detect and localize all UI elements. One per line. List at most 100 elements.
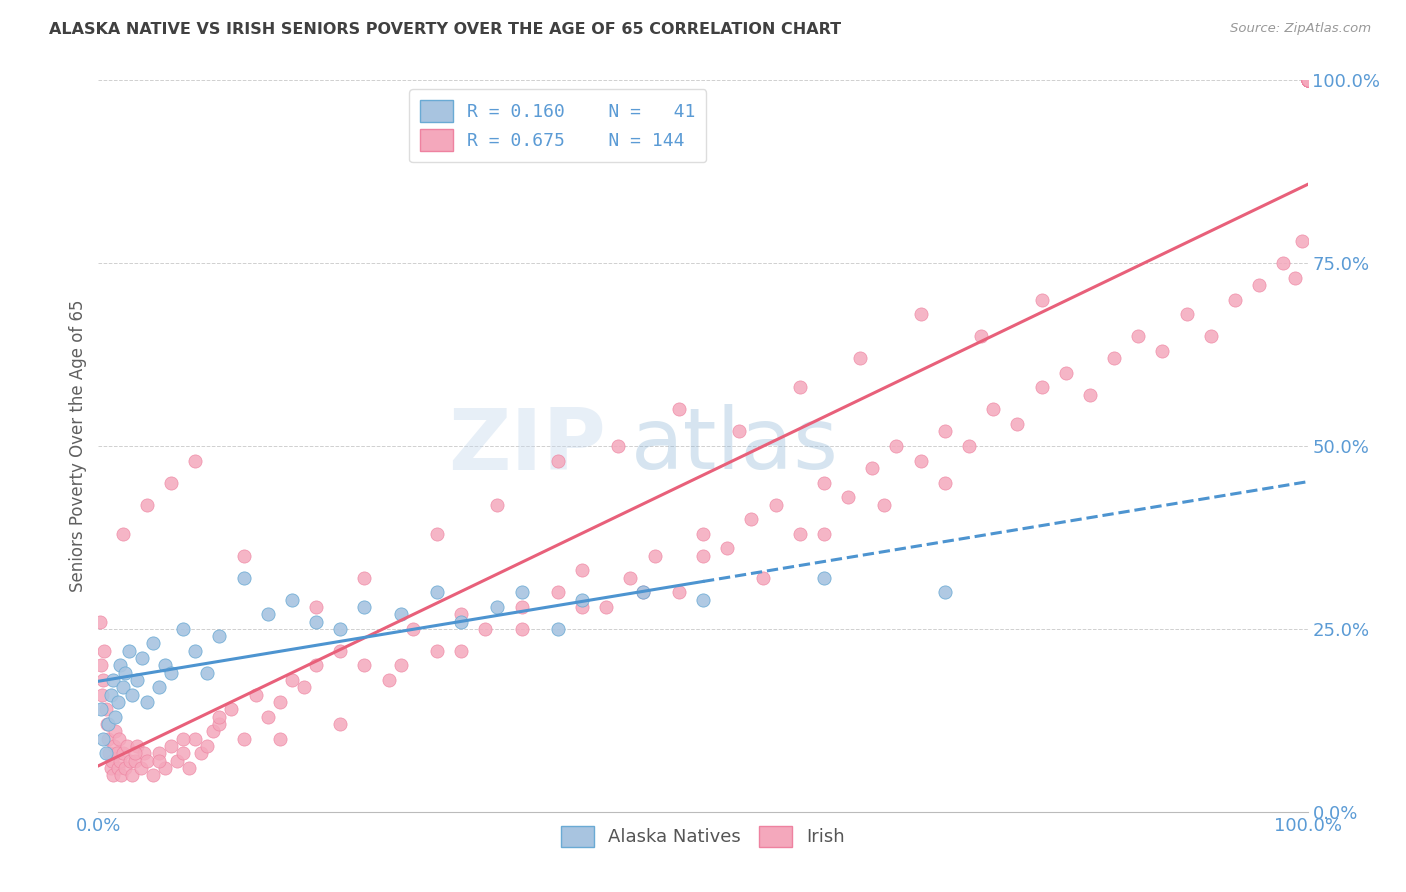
Point xyxy=(129,761,152,775)
Point xyxy=(114,761,136,775)
Point xyxy=(1152,343,1174,358)
Point xyxy=(1102,351,1125,366)
Y-axis label: Seniors Poverty Over the Age of 65: Seniors Poverty Over the Age of 65 xyxy=(69,300,87,592)
Point xyxy=(910,453,932,467)
Point xyxy=(131,651,153,665)
Point xyxy=(190,746,212,760)
Point xyxy=(607,439,630,453)
Text: ALASKA NATIVE VS IRISH SENIORS POVERTY OVER THE AGE OF 65 CORRELATION CHART: ALASKA NATIVE VS IRISH SENIORS POVERTY O… xyxy=(49,22,841,37)
Point xyxy=(108,658,131,673)
Point xyxy=(547,453,569,467)
Point xyxy=(595,599,617,614)
Point xyxy=(1296,73,1319,87)
Point xyxy=(101,768,124,782)
Point xyxy=(1296,73,1319,87)
Point xyxy=(934,475,956,490)
Point xyxy=(813,526,835,541)
Text: Source: ZipAtlas.com: Source: ZipAtlas.com xyxy=(1230,22,1371,36)
Point xyxy=(474,622,496,636)
Point xyxy=(389,658,412,673)
Point xyxy=(1296,73,1319,87)
Point xyxy=(108,731,131,746)
Point xyxy=(1175,307,1198,321)
Point xyxy=(728,425,751,439)
Point xyxy=(644,549,666,563)
Point xyxy=(148,681,170,695)
Point xyxy=(426,526,449,541)
Point xyxy=(1296,73,1319,87)
Point xyxy=(571,592,593,607)
Point xyxy=(1249,278,1271,293)
Point xyxy=(510,585,533,599)
Point xyxy=(450,615,472,629)
Point xyxy=(1296,73,1319,87)
Point xyxy=(114,665,136,680)
Point xyxy=(329,622,352,636)
Point xyxy=(111,681,134,695)
Point xyxy=(547,622,569,636)
Point xyxy=(142,768,165,782)
Point xyxy=(111,746,134,760)
Point xyxy=(1296,73,1319,87)
Point xyxy=(111,526,134,541)
Point xyxy=(100,761,122,775)
Point xyxy=(329,644,352,658)
Point xyxy=(232,731,254,746)
Point xyxy=(184,731,207,746)
Point xyxy=(873,498,896,512)
Point xyxy=(1284,270,1306,285)
Point xyxy=(957,439,980,453)
Point xyxy=(135,695,157,709)
Point xyxy=(135,498,157,512)
Point xyxy=(486,498,509,512)
Point xyxy=(305,615,328,629)
Point xyxy=(1296,73,1319,87)
Point xyxy=(269,695,291,709)
Point xyxy=(97,717,120,731)
Point xyxy=(389,607,412,622)
Point xyxy=(571,599,593,614)
Point xyxy=(1296,73,1319,87)
Point xyxy=(96,717,118,731)
Point xyxy=(245,688,267,702)
Point xyxy=(1199,329,1222,343)
Point xyxy=(117,739,139,753)
Point xyxy=(849,351,872,366)
Point xyxy=(269,731,291,746)
Point xyxy=(142,636,165,650)
Legend: Alaska Natives, Irish: Alaska Natives, Irish xyxy=(554,819,852,854)
Point xyxy=(281,673,304,687)
Point xyxy=(1296,73,1319,87)
Point xyxy=(118,644,141,658)
Point xyxy=(118,754,141,768)
Point xyxy=(377,673,399,687)
Point xyxy=(104,709,127,723)
Point xyxy=(184,644,207,658)
Point xyxy=(100,754,122,768)
Point xyxy=(765,498,787,512)
Point xyxy=(547,585,569,599)
Point xyxy=(1031,380,1053,394)
Point xyxy=(1296,73,1319,87)
Point xyxy=(752,571,775,585)
Point xyxy=(934,585,956,599)
Point xyxy=(105,746,128,760)
Point xyxy=(692,592,714,607)
Point xyxy=(101,673,124,687)
Point xyxy=(305,658,328,673)
Point xyxy=(1007,417,1029,431)
Text: ZIP: ZIP xyxy=(449,404,606,488)
Point xyxy=(837,490,859,504)
Point xyxy=(631,585,654,599)
Point xyxy=(208,709,231,723)
Point xyxy=(281,592,304,607)
Point xyxy=(619,571,641,585)
Point xyxy=(1272,256,1295,270)
Point xyxy=(98,746,121,760)
Point xyxy=(232,571,254,585)
Point xyxy=(93,644,115,658)
Point xyxy=(789,526,811,541)
Point xyxy=(510,622,533,636)
Point xyxy=(90,658,112,673)
Point xyxy=(107,761,129,775)
